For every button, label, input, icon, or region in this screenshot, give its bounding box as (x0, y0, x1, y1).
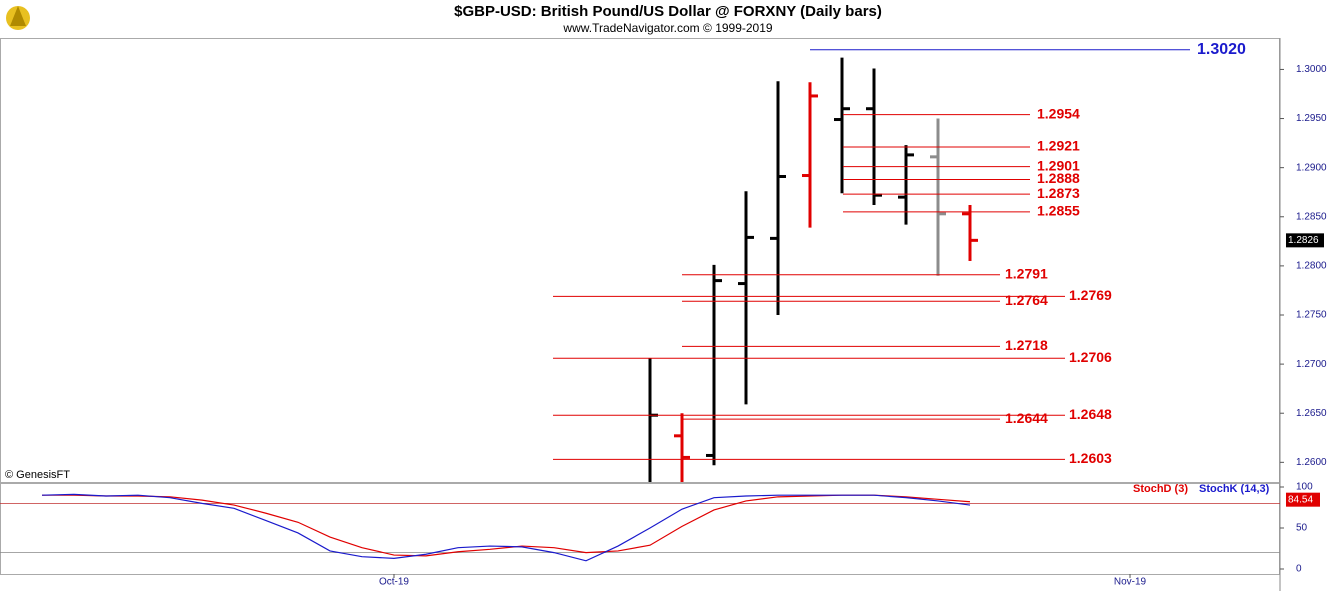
stoch-line (41, 493, 971, 562)
level-label: 1.2791 (1005, 265, 1048, 281)
y-tick-label: 1.2950 (1296, 113, 1327, 124)
readout-label: 84.54 (1288, 494, 1313, 505)
y2-tick-label: 100 (1296, 482, 1313, 493)
legend-entry: StochD (3) (1133, 483, 1188, 495)
y2-tick-label: 50 (1296, 523, 1308, 534)
y-tick-label: 1.2900 (1296, 162, 1327, 173)
y-tick-label: 1.3000 (1296, 64, 1327, 75)
level-label: 1.2954 (1037, 105, 1080, 121)
stoch-line (42, 494, 971, 557)
level-label: 1.2769 (1069, 287, 1112, 303)
y-tick-label: 1.2700 (1296, 359, 1327, 370)
legend-entry: StochK (14,3) (1199, 483, 1270, 495)
level-label: 1.3020 (1197, 41, 1246, 58)
level-label: 1.2706 (1069, 349, 1112, 365)
level-label: 1.2873 (1037, 185, 1080, 201)
y2-tick-label: 0 (1296, 564, 1302, 575)
x-tick-label: Nov-19 (1114, 577, 1147, 588)
logo (6, 6, 30, 30)
readout-box (1286, 492, 1320, 507)
y-tick-label: 1.2850 (1296, 211, 1327, 222)
level-label: 1.2901 (1037, 157, 1080, 173)
y-tick-label: 1.2650 (1296, 408, 1327, 419)
y-tick-label: 1.2800 (1296, 261, 1327, 272)
level-label: 1.2718 (1005, 337, 1048, 353)
level-label: 1.2921 (1037, 138, 1080, 154)
last-price-label: 1.2826 (1288, 235, 1319, 246)
y-tick-label: 1.2750 (1296, 310, 1327, 321)
x-tick-label: Oct-19 (379, 577, 409, 588)
y-tick-label: 1.2600 (1296, 457, 1327, 468)
level-label: 1.2764 (1005, 292, 1048, 308)
credit: © GenesisFT (5, 469, 70, 481)
chart-subtitle: www.TradeNavigator.com © 1999-2019 (562, 21, 772, 35)
level-label: 1.2603 (1069, 450, 1112, 466)
level-label: 1.2648 (1069, 406, 1112, 422)
last-price-box (1286, 233, 1324, 248)
level-label: 1.2644 (1005, 410, 1048, 426)
level-label: 1.2855 (1037, 203, 1080, 219)
chart-title: $GBP-USD: British Pound/US Dollar @ FORX… (454, 3, 882, 20)
price-plot (648, 57, 978, 482)
level-label: 1.2888 (1037, 170, 1080, 186)
